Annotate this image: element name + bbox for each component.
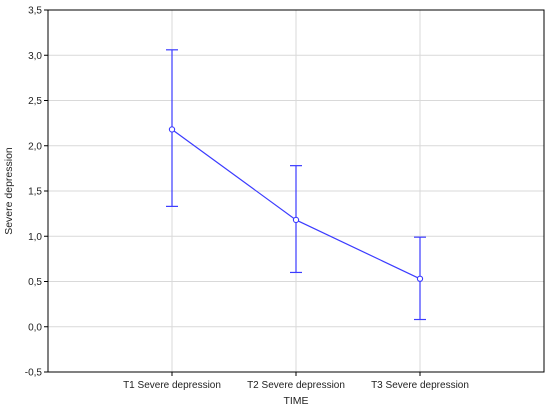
y-tick-label: 1,5 bbox=[28, 187, 42, 198]
data-point bbox=[416, 275, 424, 282]
y-axis-title: Severe depression bbox=[3, 147, 15, 235]
y-tick-label: 0,0 bbox=[28, 322, 42, 333]
labels-layer: TIME Severe depression -0,5 0,0 0,5 1,0 1,5 2… bbox=[3, 6, 469, 408]
x-tick-label: T2 Severe depression bbox=[247, 380, 345, 391]
x-tick-label: T1 Severe depression bbox=[123, 380, 221, 391]
y-tick-label: 3,0 bbox=[28, 51, 42, 62]
y-tick-label: 0,5 bbox=[28, 277, 42, 288]
axes-layer bbox=[44, 9, 545, 376]
data-point bbox=[168, 126, 176, 133]
x-axis-title: TIME bbox=[283, 395, 308, 407]
y-tick-label: 2,5 bbox=[28, 96, 42, 107]
y-tick-label: 3,5 bbox=[28, 6, 42, 17]
series-layer bbox=[166, 49, 426, 321]
data-point bbox=[292, 216, 300, 224]
y-tick-label: 1,0 bbox=[28, 232, 42, 243]
x-tick-label: T3 Severe depression bbox=[371, 380, 469, 391]
y-tick-label: -0,5 bbox=[25, 368, 43, 379]
y-tick-label: 2,0 bbox=[28, 141, 42, 152]
